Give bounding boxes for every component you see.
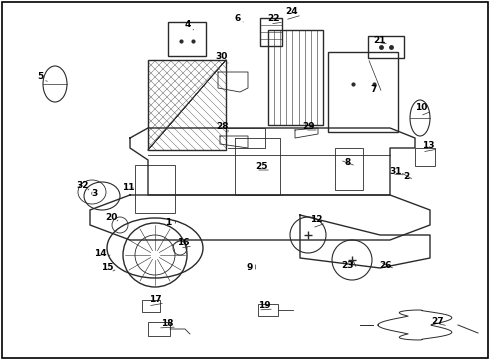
Text: 13: 13 bbox=[422, 140, 434, 149]
Bar bbox=[148, 60, 226, 150]
Text: 22: 22 bbox=[268, 14, 280, 23]
Text: 3: 3 bbox=[91, 189, 97, 198]
Text: 32: 32 bbox=[77, 180, 89, 189]
Text: 23: 23 bbox=[341, 261, 353, 270]
Text: 12: 12 bbox=[310, 215, 322, 224]
Bar bbox=[168, 22, 206, 56]
Text: 9: 9 bbox=[247, 264, 253, 273]
Text: 10: 10 bbox=[415, 103, 427, 112]
Text: 18: 18 bbox=[161, 319, 173, 328]
Text: 25: 25 bbox=[255, 162, 267, 171]
Bar bbox=[328, 52, 398, 132]
Text: 14: 14 bbox=[94, 248, 106, 257]
Text: 27: 27 bbox=[432, 318, 444, 327]
Text: 6: 6 bbox=[235, 14, 241, 23]
Text: 19: 19 bbox=[258, 301, 270, 310]
Bar bbox=[415, 148, 435, 166]
Bar bbox=[135, 165, 175, 213]
Bar bbox=[148, 322, 170, 336]
Bar bbox=[258, 304, 278, 316]
Text: 30: 30 bbox=[216, 51, 228, 60]
Text: 4: 4 bbox=[185, 19, 191, 28]
Bar bbox=[260, 18, 282, 46]
Text: 7: 7 bbox=[371, 85, 377, 94]
Text: 15: 15 bbox=[101, 262, 113, 271]
Bar bbox=[268, 30, 323, 125]
Text: 26: 26 bbox=[379, 261, 391, 270]
Text: 21: 21 bbox=[373, 36, 385, 45]
Text: 8: 8 bbox=[345, 158, 351, 166]
Text: 2: 2 bbox=[403, 171, 409, 180]
Text: 16: 16 bbox=[177, 238, 189, 247]
Text: 5: 5 bbox=[37, 72, 43, 81]
Text: 24: 24 bbox=[286, 6, 298, 15]
Bar bbox=[335, 148, 363, 190]
Text: 28: 28 bbox=[216, 122, 228, 131]
Text: 31: 31 bbox=[390, 166, 402, 176]
Bar bbox=[142, 300, 160, 312]
Bar bbox=[368, 36, 404, 58]
Text: 20: 20 bbox=[105, 212, 117, 221]
Text: 17: 17 bbox=[148, 294, 161, 303]
Text: 29: 29 bbox=[303, 122, 315, 131]
Text: 11: 11 bbox=[122, 183, 134, 192]
Text: 1: 1 bbox=[165, 217, 171, 226]
